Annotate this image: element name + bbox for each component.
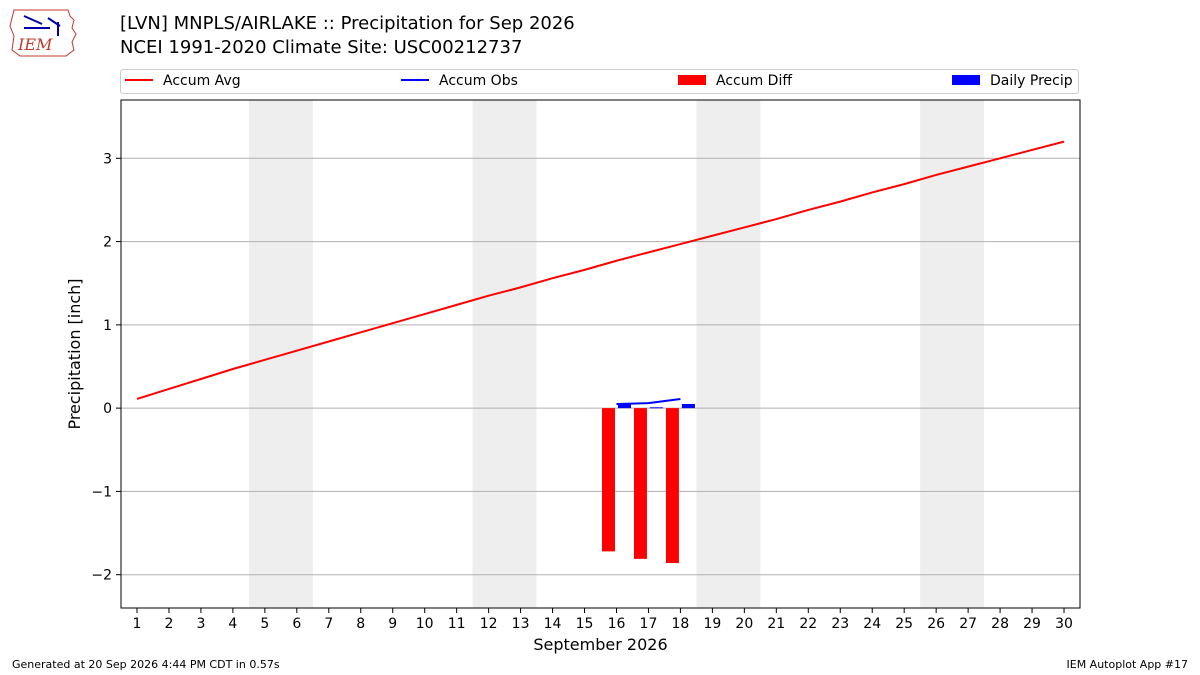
- x-tick-label-18: 18: [672, 616, 690, 632]
- y-tick-label-3: 3: [103, 151, 112, 167]
- x-tick-label-23: 23: [831, 616, 849, 632]
- bar-accum-diff-16: [601, 408, 615, 552]
- legend-swatch-accum-diff: [678, 75, 706, 85]
- legend-label-accum-diff: Accum Diff: [716, 73, 793, 89]
- legend-label-accum-avg: Accum Avg: [163, 73, 241, 89]
- x-tick-label-19: 19: [703, 616, 721, 632]
- x-tick-label-4: 4: [228, 616, 237, 632]
- x-tick-label-14: 14: [544, 616, 562, 632]
- logo-text: IEM: [17, 35, 53, 54]
- bar-daily-precip-18: [681, 403, 695, 409]
- x-tick-label-25: 25: [895, 616, 913, 632]
- app-identifier: IEM Autoplot App #17: [1066, 658, 1189, 671]
- x-tick-label-21: 21: [767, 616, 785, 632]
- x-tick-label-13: 13: [512, 616, 530, 632]
- x-tick-label-2: 2: [164, 616, 173, 632]
- weekend-shade-19: [696, 100, 761, 608]
- x-tick-label-16: 16: [608, 616, 626, 632]
- bar-daily-precip-17: [649, 407, 663, 409]
- y-tick-label--2: −2: [91, 568, 112, 584]
- x-axis-label: September 2026: [533, 635, 667, 654]
- x-tick-label-24: 24: [863, 616, 881, 632]
- generated-timestamp: Generated at 20 Sep 2026 4:44 PM CDT in …: [12, 658, 280, 671]
- legend-swatch-daily-precip: [952, 75, 980, 85]
- legend-swatch-accum-avg: [125, 79, 153, 81]
- bar-accum-diff-17: [633, 408, 647, 559]
- x-tick-label-22: 22: [799, 616, 817, 632]
- legend-label-accum-obs: Accum Obs: [439, 73, 518, 89]
- legend-item-accum-diff: Accum Diff: [678, 73, 792, 89]
- y-tick-label-0: 0: [103, 401, 112, 417]
- x-tick-label-11: 11: [448, 616, 466, 632]
- x-tick-label-6: 6: [292, 616, 301, 632]
- legend-swatch-accum-obs: [401, 79, 429, 81]
- x-tick-label-29: 29: [1023, 616, 1041, 632]
- bar-daily-precip-16: [617, 403, 631, 409]
- series-line-accum-obs: [616, 397, 681, 405]
- y-axis-label: Precipitation [inch]: [65, 278, 84, 429]
- y-tick-label-1: 1: [103, 318, 112, 334]
- weekend-shade-26: [920, 100, 985, 608]
- x-tick-label-1: 1: [133, 616, 142, 632]
- legend-item-accum-avg: Accum Avg: [125, 73, 241, 89]
- x-tick-label-10: 10: [416, 616, 434, 632]
- x-tick-label-17: 17: [640, 616, 658, 632]
- x-tick-label-5: 5: [260, 616, 269, 632]
- y-tick-label--1: −1: [91, 484, 112, 500]
- x-tick-label-26: 26: [927, 616, 945, 632]
- chart-legend: Accum Avg Accum Obs Accum Diff Daily Pre…: [120, 69, 1079, 94]
- x-tick-label-12: 12: [480, 616, 498, 632]
- series-line-accum-avg: [136, 140, 1065, 400]
- x-tick-label-7: 7: [324, 616, 333, 632]
- legend-item-accum-obs: Accum Obs: [401, 73, 518, 89]
- y-tick-label-2: 2: [103, 235, 112, 251]
- x-tick-label-15: 15: [576, 616, 594, 632]
- legend-label-daily-precip: Daily Precip: [990, 73, 1073, 89]
- weekend-shade-5: [248, 100, 313, 608]
- weekend-shade-12: [472, 100, 537, 608]
- bar-accum-diff-18: [665, 408, 679, 564]
- x-tick-label-27: 27: [959, 616, 977, 632]
- x-tick-label-8: 8: [356, 616, 365, 632]
- x-tick-label-9: 9: [388, 616, 397, 632]
- chart-title: [LVN] MNPLS/AIRLAKE :: Precipitation for…: [120, 13, 575, 34]
- x-tick-label-28: 28: [991, 616, 1009, 632]
- x-tick-label-30: 30: [1055, 616, 1073, 632]
- iem-logo-icon: IEM: [9, 9, 77, 57]
- x-tick-label-20: 20: [735, 616, 753, 632]
- legend-item-daily-precip: Daily Precip: [952, 73, 1073, 89]
- plot-frame: [120, 99, 1081, 609]
- chart-subtitle: NCEI 1991-2020 Climate Site: USC00212737: [120, 37, 523, 58]
- x-tick-label-3: 3: [196, 616, 205, 632]
